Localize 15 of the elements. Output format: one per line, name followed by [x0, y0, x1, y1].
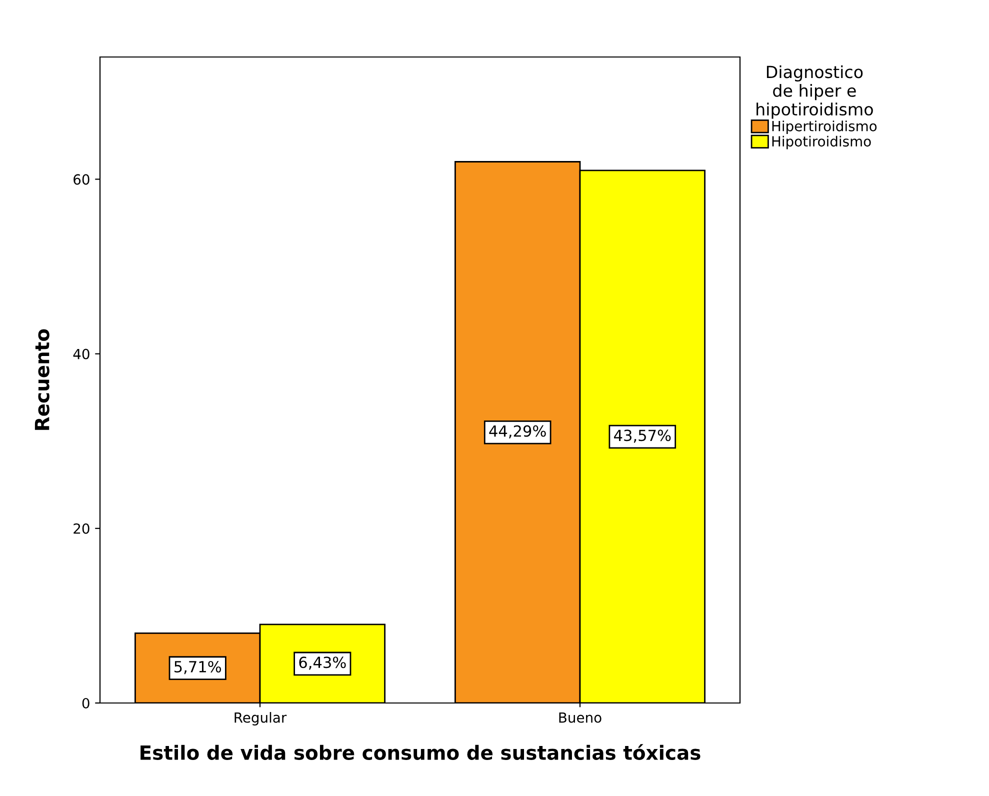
x-tick-label: Bueno — [559, 712, 602, 723]
y-tick-label: 40 — [73, 348, 90, 360]
y-axis-title: Recuento — [34, 329, 50, 430]
x-axis-title: Estilo de vida sobre consumo de sustancias tóxicas — [140, 744, 700, 760]
y-tick-label: 20 — [74, 523, 90, 534]
x-tick-label: Regular — [234, 712, 287, 726]
legend-label: Hipotiroidismo — [772, 136, 871, 150]
y-tick-label: 60 — [74, 174, 90, 185]
annotation: 6,43% — [299, 656, 346, 670]
annotation: 44,29% — [489, 425, 546, 438]
legend-title: Diagnostico de hiper e hipotiroidismo — [756, 65, 873, 119]
legend-label: Hipertiroidismo — [772, 120, 877, 134]
annotation: 5,71% — [174, 660, 222, 674]
y-tick-label: 0 — [82, 698, 90, 708]
annotation: 43,57% — [614, 430, 671, 443]
